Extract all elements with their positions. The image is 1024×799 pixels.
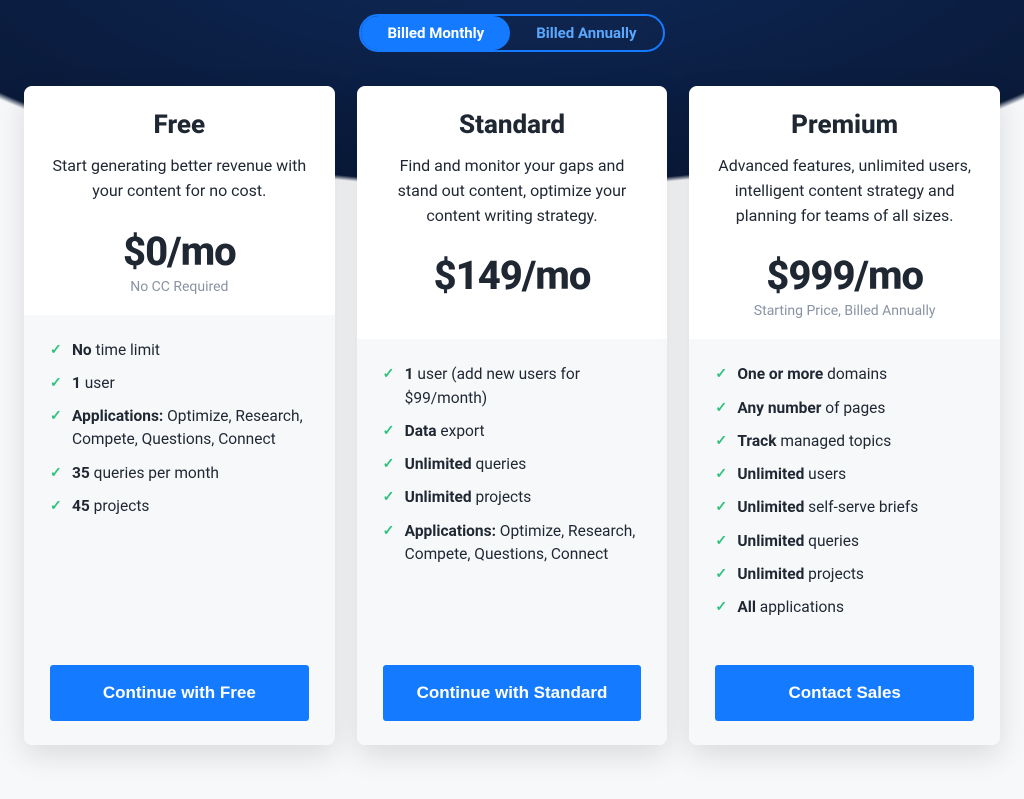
feature-item: Unlimited projects (383, 486, 642, 509)
feature-item: Applications: Optimize, Research, Compet… (383, 520, 642, 567)
plan-card-standard: Standard Find and monitor your gaps and … (357, 86, 668, 745)
feature-item: No time limit (50, 339, 309, 362)
plan-description: Advanced features, unlimited users, inte… (711, 154, 978, 228)
billing-monthly-option[interactable]: Billed Monthly (361, 16, 510, 50)
plan-description: Find and monitor your gaps and stand out… (379, 154, 646, 228)
feature-item: 35 queries per month (50, 462, 309, 485)
continue-free-button[interactable]: Continue with Free (50, 665, 309, 721)
feature-item: 1 user (add new users for $99/month) (383, 363, 642, 410)
feature-item: Applications: Optimize, Research, Compet… (50, 405, 309, 452)
feature-item: Data export (383, 420, 642, 443)
plan-price: $999/mo (711, 252, 978, 299)
plan-price: $149/mo (379, 252, 646, 299)
feature-item: All applications (715, 596, 974, 619)
continue-standard-button[interactable]: Continue with Standard (383, 665, 642, 721)
feature-list: 1 user (add new users for $99/month) Dat… (383, 363, 642, 566)
feature-item: 45 projects (50, 495, 309, 518)
plan-price-subtext: No CC Required (46, 279, 313, 297)
feature-item: 1 user (50, 372, 309, 395)
pricing-cards: Free Start generating better revenue wit… (0, 52, 1024, 745)
plan-name: Standard (379, 110, 646, 140)
billing-toggle-group: Billed Monthly Billed Annually (359, 14, 664, 52)
feature-list: No time limit 1 user Applications: Optim… (50, 339, 309, 519)
billing-annually-option[interactable]: Billed Annually (510, 16, 662, 50)
plan-price-subtext: Starting Price, Billed Annually (711, 303, 978, 321)
feature-item: Unlimited queries (715, 530, 974, 553)
plan-price: $0/mo (46, 228, 313, 275)
plan-price-subtext (379, 303, 646, 321)
plan-description: Start generating better revenue with you… (46, 154, 313, 204)
feature-list: One or more domains Any number of pages … (715, 363, 974, 619)
plan-name: Premium (711, 110, 978, 140)
feature-item: Unlimited users (715, 463, 974, 486)
feature-item: Unlimited projects (715, 563, 974, 586)
feature-item: Track managed topics (715, 430, 974, 453)
plan-card-free: Free Start generating better revenue wit… (24, 86, 335, 745)
contact-sales-button[interactable]: Contact Sales (715, 665, 974, 721)
feature-item: Unlimited self-serve briefs (715, 496, 974, 519)
plan-card-premium: Premium Advanced features, unlimited use… (689, 86, 1000, 745)
billing-toggle: Billed Monthly Billed Annually (0, 0, 1024, 52)
plan-name: Free (46, 110, 313, 140)
feature-item: One or more domains (715, 363, 974, 386)
feature-item: Unlimited queries (383, 453, 642, 476)
feature-item: Any number of pages (715, 397, 974, 420)
